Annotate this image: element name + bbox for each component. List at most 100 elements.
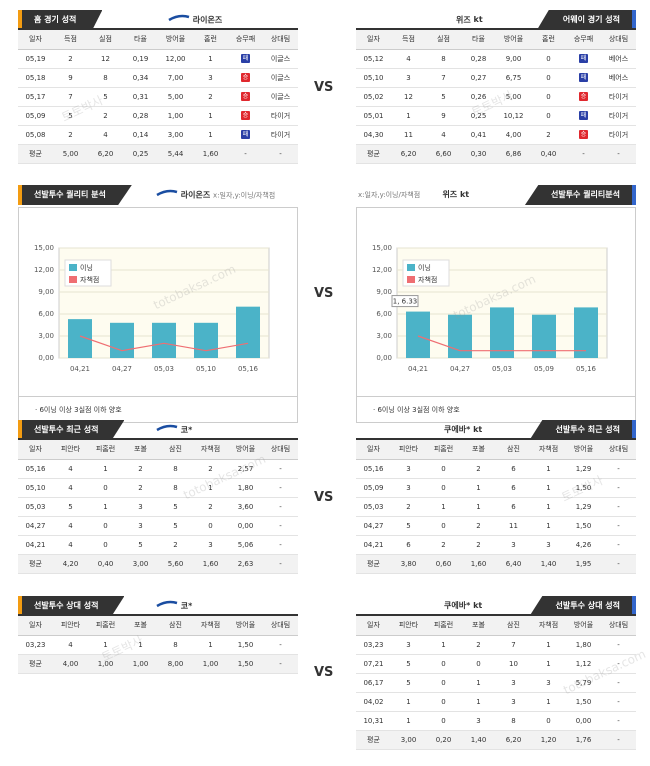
column-header: 상대팀	[601, 616, 636, 636]
table-cell: 4,00	[496, 125, 531, 145]
legend-label: 자책점	[80, 275, 99, 284]
home-quality-panel: 선발투수 퀄리티 분석 라이온즈 x:일자,y:이닝/자책점 0,00 3,00 6…	[18, 185, 298, 423]
table-cell: 0,40	[531, 144, 566, 164]
table-cell: 05,02	[356, 87, 391, 107]
table-cell: -	[566, 144, 601, 164]
table-row: 05,01 1 9 0,25 10,12 0 패 타이거	[356, 106, 636, 126]
table-cell: 4	[88, 125, 123, 145]
column-header: 자책점	[193, 440, 228, 460]
table-cell: 5	[158, 497, 193, 517]
table-header-row: 일자 피안타 피홈런 포볼 삼진 자책점 방어율 상대팀	[356, 440, 636, 460]
y-tick-label: 0,00	[376, 354, 392, 362]
table-cell: 8	[88, 68, 123, 88]
table-cell: 0	[426, 654, 461, 674]
table-row: 05,18 9 8 0,34 7,00 3 승 이글스	[18, 68, 298, 88]
table-cell: 2	[426, 535, 461, 555]
table-cell: 패	[566, 68, 601, 88]
table-cell: 7	[496, 635, 531, 655]
x-tick-label: 04,27	[450, 365, 470, 373]
bar-innings	[406, 311, 430, 358]
table-cell: 0	[426, 711, 461, 731]
table-cell: 3	[391, 635, 426, 655]
table-cell: 12	[391, 87, 426, 107]
away-record-table: 일자 득점 실점 타율 방어율 홈런 승무패 상대팀 05,12 4 8 0,28 9,00 0 패 베어스…	[356, 30, 636, 164]
table-cell: 5,79	[566, 673, 601, 693]
table-cell: 타이거	[263, 106, 298, 126]
y-tick-label: 6,00	[38, 310, 54, 318]
away-pitcher-vs-name: 쿠에바* kt	[444, 601, 483, 610]
column-header: 자책점	[531, 440, 566, 460]
table-cell: 6,60	[426, 144, 461, 164]
table-cell: 9	[53, 68, 88, 88]
table-cell: 5,00	[158, 87, 193, 107]
column-header: 삼진	[496, 440, 531, 460]
table-cell: 1,29	[566, 459, 601, 479]
table-cell: 5	[88, 87, 123, 107]
column-header: 방어율	[228, 440, 263, 460]
away-pitcher-recent-title: 선발투수 최근 성적	[529, 420, 636, 440]
table-cell: 1	[123, 635, 158, 655]
home-quality-title: 선발투수 퀄리티 분석	[18, 185, 132, 205]
table-cell: 3	[531, 673, 566, 693]
table-cell: 5,00	[53, 144, 88, 164]
table-cell: 6,20	[391, 144, 426, 164]
table-row: 04,21 4 0 5 2 3 5,06-	[18, 535, 298, 555]
column-header: 포볼	[123, 616, 158, 636]
table-cell: 0,00	[228, 516, 263, 536]
table-cell: 승	[228, 68, 263, 88]
table-cell: 0	[531, 49, 566, 69]
home-quality-chart: 0,00 3,00 6,00 9,00 12,00 15,00 04,21 04,27 05,0…	[18, 207, 298, 397]
table-cell: 4	[53, 635, 88, 655]
table-cell: 11	[496, 516, 531, 536]
table-cell: 1	[426, 497, 461, 517]
table-cell: 1	[88, 459, 123, 479]
home-record-title: 홈 경기 성적	[18, 10, 103, 30]
table-row: 05,09 3 0 1 6 1 1,50-	[356, 478, 636, 498]
table-row: 07,21 5 0 0 10 1 1,12-	[356, 654, 636, 674]
y-tick-label: 3,00	[38, 332, 54, 340]
table-cell: 04,30	[356, 125, 391, 145]
table-cell: -	[601, 516, 636, 536]
table-cell: 9	[426, 106, 461, 126]
table-cell: 0,19	[123, 49, 158, 69]
away-pitcher-vs-panel: 쿠에바* kt 선발투수 상대 성적 일자 피안타 피홈런 포볼 삼진 자책점 방어율 상대팀…	[356, 596, 636, 750]
column-header: 타율	[461, 30, 496, 50]
table-cell: 7,00	[158, 68, 193, 88]
table-cell: 03,23	[18, 635, 53, 655]
home-pitcher-vs-title: 선발투수 상대 성적	[18, 596, 125, 616]
table-cell: 3	[531, 535, 566, 555]
table-cell: -	[601, 497, 636, 517]
table-cell: 0,31	[123, 87, 158, 107]
table-cell: 05,16	[356, 459, 391, 479]
column-header: 삼진	[496, 616, 531, 636]
table-cell: 평균	[18, 554, 53, 574]
kt-logo-icon: kt	[473, 15, 483, 24]
column-header: 홈런	[193, 30, 228, 50]
column-header: 삼진	[158, 440, 193, 460]
table-cell: 0,34	[123, 68, 158, 88]
table-cell: 패	[566, 49, 601, 69]
table-cell: 1,12	[566, 654, 601, 674]
column-header: 일자	[18, 616, 53, 636]
table-cell: 10,31	[356, 711, 391, 731]
table-cell: 3	[496, 673, 531, 693]
table-row: 04,30 11 4 0,41 4,00 2 승 타이거	[356, 125, 636, 145]
column-header: 일자	[18, 440, 53, 460]
column-header: 승무패	[566, 30, 601, 50]
column-header: 홈런	[531, 30, 566, 50]
table-cell: 패	[566, 106, 601, 126]
table-cell: 05,03	[18, 497, 53, 517]
table-cell: 1,50	[228, 635, 263, 655]
bar-innings	[574, 307, 598, 358]
table-cell: 1,00	[88, 654, 123, 674]
table-cell: 베어스	[601, 68, 636, 88]
table-cell: 1,40	[531, 554, 566, 574]
column-header: 피안타	[53, 440, 88, 460]
table-cell: 1	[391, 106, 426, 126]
table-cell: 1,60	[461, 554, 496, 574]
column-header: 방어율	[566, 616, 601, 636]
table-cell: -	[263, 459, 298, 479]
table-cell: 8	[158, 459, 193, 479]
table-cell: 1,76	[566, 730, 601, 750]
table-cell: 2,57	[228, 459, 263, 479]
